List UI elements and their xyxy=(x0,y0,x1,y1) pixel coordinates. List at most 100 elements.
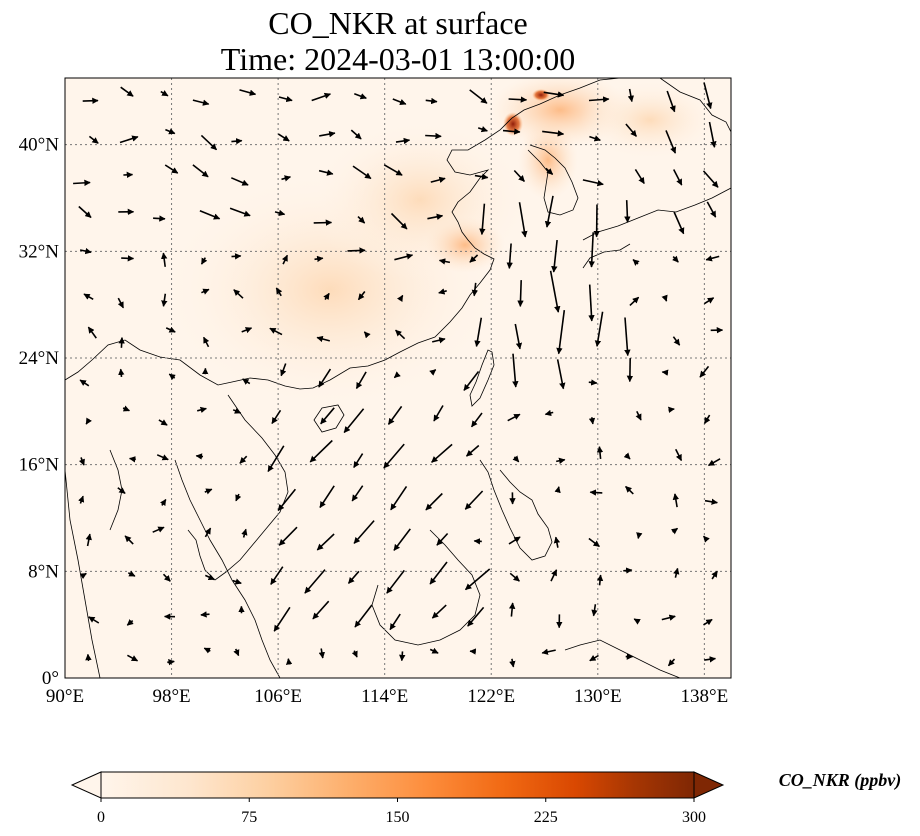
wind-arrow xyxy=(280,363,287,377)
wind-arrow xyxy=(235,493,242,502)
wind-arrow xyxy=(354,93,367,100)
wind-arrow xyxy=(702,170,719,188)
wind-arrow xyxy=(672,255,679,263)
wind-arrow xyxy=(433,405,444,422)
wind-arrow xyxy=(281,254,289,265)
wind-arrow xyxy=(229,207,251,217)
wind-arrow xyxy=(541,648,556,655)
lon-tick-label: 90°E xyxy=(46,686,84,707)
wind-arrow xyxy=(120,86,134,97)
wind-arrow xyxy=(354,604,373,628)
wind-arrow xyxy=(164,164,179,174)
wind-arrow xyxy=(395,137,411,145)
wind-arrow xyxy=(117,487,126,495)
wind-arrow xyxy=(512,455,520,463)
wind-arrow xyxy=(627,88,635,103)
wind-arrow xyxy=(383,443,405,469)
wind-arrow xyxy=(119,135,139,144)
wind-arrow xyxy=(363,331,371,339)
wind-arrow xyxy=(549,270,561,313)
wind-arrow xyxy=(83,293,94,300)
wind-arrow xyxy=(588,537,600,548)
wind-vectors xyxy=(73,82,724,668)
colorbar-tick-label: 150 xyxy=(386,809,410,826)
wind-arrow xyxy=(118,337,125,348)
wind-arrow xyxy=(78,205,92,219)
wind-arrow xyxy=(312,600,330,620)
wind-arrow xyxy=(588,96,610,103)
wind-arrow xyxy=(204,527,212,538)
wind-arrow xyxy=(589,489,603,496)
wind-arrow xyxy=(512,353,519,388)
wind-arrow xyxy=(231,138,243,145)
wind-arrow xyxy=(152,526,165,533)
wind-arrow xyxy=(153,215,166,222)
map-panel[interactable] xyxy=(65,72,731,678)
wind-arrow xyxy=(711,570,718,580)
wind-arrow xyxy=(277,488,297,512)
wind-arrow xyxy=(508,96,528,103)
wind-arrow xyxy=(661,614,676,621)
wind-arrow xyxy=(635,410,642,421)
wind-arrow xyxy=(673,567,680,578)
wind-arrow xyxy=(542,130,565,137)
wind-arrow xyxy=(582,179,604,187)
wind-arrow xyxy=(623,452,631,460)
wind-arrow xyxy=(233,289,244,299)
wind-arrow xyxy=(232,578,242,585)
wind-arrow xyxy=(672,336,681,346)
lat-tick-label: 32°N xyxy=(19,241,60,262)
wind-arrow xyxy=(274,209,286,217)
wind-arrow xyxy=(390,212,408,230)
wind-arrow xyxy=(197,406,207,414)
wind-arrow xyxy=(203,647,211,654)
wind-arrow xyxy=(705,255,720,262)
wind-arrow xyxy=(200,257,208,265)
lon-tick-label: 106°E xyxy=(254,686,302,707)
wind-arrow xyxy=(281,175,292,182)
latitude-labels: 0° 8°N 16°N 24°N 32°N 40°N xyxy=(19,135,60,689)
wind-arrow xyxy=(706,201,717,218)
wind-arrow xyxy=(513,169,525,182)
wind-arrow xyxy=(73,179,91,187)
wind-arrow xyxy=(477,126,488,133)
wind-arrow xyxy=(275,287,283,297)
wind-arrow xyxy=(467,606,485,627)
wind-arrow xyxy=(633,618,641,625)
wind-arrow xyxy=(544,409,554,417)
wind-arrow xyxy=(474,317,483,348)
wind-arrow xyxy=(666,90,676,113)
wind-arrow xyxy=(239,89,257,96)
wind-arrow xyxy=(431,604,447,619)
wind-arrow xyxy=(88,616,100,624)
wind-arrow xyxy=(431,443,453,463)
wind-arrow xyxy=(556,457,566,464)
concentration-field xyxy=(160,78,720,410)
wind-arrow xyxy=(624,200,631,223)
wind-arrow xyxy=(316,533,335,551)
wind-arrow xyxy=(158,419,168,426)
wind-arrow xyxy=(314,255,324,263)
wind-arrow xyxy=(242,378,251,385)
wind-arrow xyxy=(463,371,480,391)
wind-arrow xyxy=(668,406,675,413)
wind-arrow xyxy=(588,232,595,268)
wind-arrow xyxy=(201,288,210,295)
wind-arrow xyxy=(165,326,176,333)
wind-arrow xyxy=(79,379,90,387)
wind-arrow xyxy=(471,282,479,297)
wind-arrow xyxy=(165,128,176,135)
wind-arrow xyxy=(596,574,604,586)
wind-arrow xyxy=(425,97,438,105)
wind-arrow xyxy=(394,253,414,261)
wind-arrow xyxy=(343,408,365,434)
wind-arrow xyxy=(353,520,375,544)
wind-arrow xyxy=(351,485,364,502)
wind-arrow xyxy=(230,177,249,186)
wind-arrow xyxy=(508,602,516,617)
wind-arrow xyxy=(502,128,521,135)
gridlines xyxy=(65,78,731,678)
wind-arrow xyxy=(390,485,408,511)
wind-arrow xyxy=(591,604,598,617)
wind-arrow xyxy=(159,498,167,507)
